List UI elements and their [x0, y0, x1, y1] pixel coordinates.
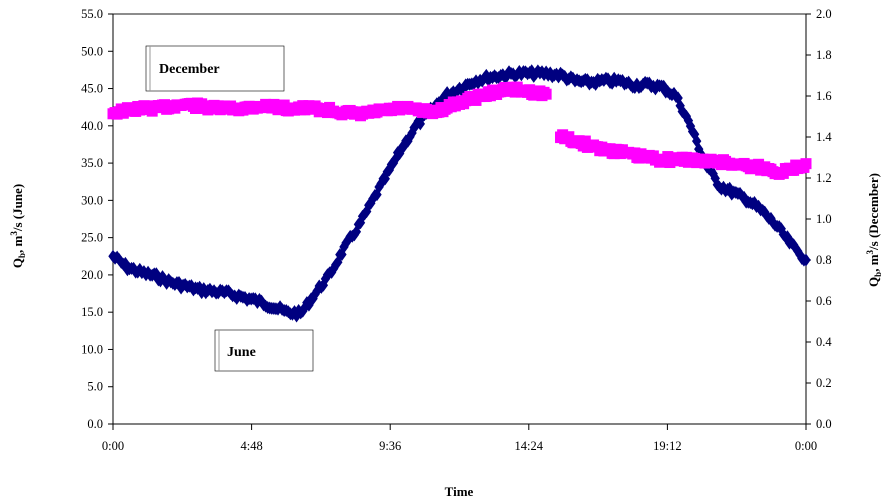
right-y-tick-label: 0.6: [816, 294, 832, 308]
annotation-december: December: [145, 45, 285, 92]
right-y-tick-label: 1.0: [816, 212, 832, 226]
x-tick-label: 19:12: [653, 439, 681, 453]
left-y-tick-label: 55.0: [81, 7, 103, 21]
right-y-tick-label: 0.8: [816, 253, 832, 267]
x-tick-label: 9:36: [379, 439, 401, 453]
right-y-title-main: Q: [866, 277, 881, 287]
left-y-tick-label: 10.0: [81, 342, 103, 356]
x-tick-label: 0:00: [102, 439, 124, 453]
right-y-tick-label: 0.0: [816, 417, 832, 431]
right-y-tick-label: 2.0: [816, 7, 832, 21]
left-y-title-main: Q: [10, 258, 25, 268]
december-data-point: [278, 99, 290, 111]
right-y-title-sub: b: [873, 272, 883, 277]
left-y-title-sup: 3: [9, 231, 19, 236]
december-data-point: [800, 158, 812, 170]
annotation-december-box: [145, 45, 285, 92]
december-data-point: [484, 90, 496, 102]
december-data-point: [540, 88, 552, 100]
left-y-tick-label: 50.0: [81, 44, 103, 58]
x-tick-label: 0:00: [795, 439, 817, 453]
right-y-axis-title: Qb, m3/s (December): [865, 173, 883, 287]
right-y-title-rest: , m: [866, 254, 881, 272]
left-y-tick-label: 20.0: [81, 268, 103, 282]
right-y-tick-label: 1.6: [816, 89, 832, 103]
x-tick-label: 4:48: [240, 439, 262, 453]
left-y-tick-label: 15.0: [81, 305, 103, 319]
left-y-axis-title: Qb, m3/s (June): [9, 184, 27, 268]
left-y-title-end: /s (June): [10, 184, 25, 232]
right-y-tick-label: 0.2: [816, 376, 832, 390]
annotation-june: June: [214, 329, 314, 372]
x-axis-title: Time: [445, 484, 474, 499]
left-y-tick-label: 40.0: [81, 119, 103, 133]
left-y-tick-label: 0.0: [87, 417, 103, 431]
right-y-tick-label: 1.2: [816, 171, 832, 185]
right-y-tick-label: 1.4: [816, 130, 832, 144]
right-y-title-end: /s (December): [866, 173, 881, 251]
x-ticks: 0:00 4:48 9:36 14:24 19:12 0:00: [102, 424, 817, 453]
x-tick-label: 14:24: [515, 439, 544, 453]
left-y-tick-label: 45.0: [81, 82, 103, 96]
right-y-ticks: 0.0 0.2 0.4 0.6 0.8 1.0 1.2 1.4 1.6 1.8 2.0: [806, 7, 832, 431]
left-y-tick-label: 25.0: [81, 231, 103, 245]
right-y-title-sup: 3: [865, 249, 875, 254]
annotation-june-label: June: [227, 345, 256, 360]
right-y-tick-label: 0.4: [816, 335, 832, 349]
june-data-point: [801, 253, 811, 267]
left-y-ticks: 0.0 5.0 10.0 15.0 20.0 25.0 30.0 35.0 40.0 45.0 50…: [81, 7, 113, 431]
annotation-june-box: [214, 329, 314, 372]
left-y-tick-label: 5.0: [87, 380, 103, 394]
annotation-december-label: December: [159, 62, 220, 77]
left-y-title-sub: b: [17, 253, 27, 258]
right-y-tick-label: 1.8: [816, 48, 832, 62]
series-december: [107, 81, 812, 180]
december-data-point: [579, 135, 591, 147]
left-y-tick-label: 30.0: [81, 193, 103, 207]
left-y-tick-label: 35.0: [81, 156, 103, 170]
left-y-title-rest: , m: [10, 236, 25, 254]
